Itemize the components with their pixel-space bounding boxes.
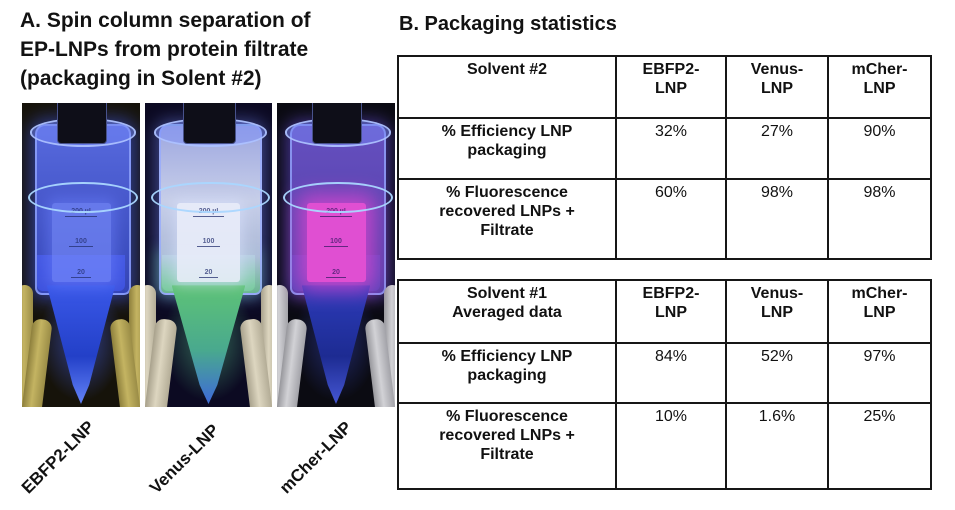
graduation-label: 20 xyxy=(71,269,91,278)
graduation-label: 20 xyxy=(198,269,219,278)
column-header-ebfp2: EBFP2- LNP xyxy=(615,55,727,119)
rack-peg xyxy=(260,285,272,407)
value-cell: 90% xyxy=(827,117,932,180)
value-cell: 84% xyxy=(615,342,727,404)
tube-label-venus: Venus-LNP xyxy=(145,420,223,498)
tube-photo-mcher: 200 µl 100 20 xyxy=(277,103,395,407)
value-cell: 1.6% xyxy=(725,402,829,490)
column-insert xyxy=(312,103,362,144)
row-label: % Efficiency LNP packaging xyxy=(397,342,617,404)
rack-peg xyxy=(277,285,288,407)
tube-photo-venus: 200 µl 100 20 xyxy=(145,103,272,407)
graduation-label: 100 xyxy=(196,238,221,248)
column-ring xyxy=(151,182,270,214)
filter-band: 200 µl 100 20 xyxy=(176,203,241,283)
table-row: % Efficiency LNP packaging 84% 52% 97% xyxy=(397,342,932,404)
value-cell: 25% xyxy=(827,402,932,490)
value-cell: 98% xyxy=(827,178,932,260)
value-cell: 32% xyxy=(615,117,727,180)
column-ring xyxy=(282,182,394,214)
column-header-mcher: mCher- LNP xyxy=(827,279,932,344)
solvent2-table: Solvent #2 EBFP2- LNP Venus- LNP mCher- … xyxy=(397,55,932,260)
spin-column-photo: 200 µl 100 20 200 µl 100 20 xyxy=(22,103,395,407)
column-insert xyxy=(183,103,236,144)
graduation-label: 100 xyxy=(324,238,348,248)
graduation-marks: 200 µl 100 20 xyxy=(309,208,363,278)
panel-b-title: B. Packaging statistics xyxy=(399,13,617,35)
tube-label-mcher: mCher-LNP xyxy=(275,417,356,498)
tube-photo-ebfp2: 200 µl 100 20 xyxy=(22,103,140,407)
panel-a-title: A. Spin column separation of EP-LNPs fro… xyxy=(20,9,311,90)
tube-label-ebfp2: EBFP2-LNP xyxy=(17,417,99,498)
column-header-mcher: mCher- LNP xyxy=(827,55,932,119)
column-header-venus: Venus- LNP xyxy=(725,279,829,344)
value-cell: 97% xyxy=(827,342,932,404)
value-cell: 10% xyxy=(615,402,727,490)
column-header-ebfp2: EBFP2- LNP xyxy=(615,279,727,344)
solvent1-table: Solvent #1 Averaged data EBFP2- LNP Venu… xyxy=(397,279,932,490)
row-label: % Fluorescence recovered LNPs + Filtrate xyxy=(397,178,617,260)
table-corner-cell: Solvent #2 xyxy=(397,55,617,119)
column-insert xyxy=(57,103,107,144)
column-header-venus: Venus- LNP xyxy=(725,55,829,119)
filter-band: 200 µl 100 20 xyxy=(51,203,111,283)
filter-band: 200 µl 100 20 xyxy=(306,203,366,283)
table-row: % Fluorescence recovered LNPs + Filtrate… xyxy=(397,178,932,260)
row-label: % Efficiency LNP packaging xyxy=(397,117,617,180)
graduation-label: 20 xyxy=(326,269,346,278)
value-cell: 98% xyxy=(725,178,829,260)
value-cell: 60% xyxy=(615,178,727,260)
rack-peg xyxy=(129,285,140,407)
row-label: % Fluorescence recovered LNPs + Filtrate xyxy=(397,402,617,490)
rack-peg xyxy=(145,285,157,407)
rack-peg xyxy=(384,285,395,407)
table-row: % Fluorescence recovered LNPs + Filtrate… xyxy=(397,402,932,490)
value-cell: 52% xyxy=(725,342,829,404)
rack-peg xyxy=(22,285,33,407)
table-row: % Efficiency LNP packaging 32% 27% 90% xyxy=(397,117,932,180)
graduation-marks: 200 µl 100 20 xyxy=(54,208,108,278)
value-cell: 27% xyxy=(725,117,829,180)
table-corner-cell: Solvent #1 Averaged data xyxy=(397,279,617,344)
graduation-marks: 200 µl 100 20 xyxy=(179,208,237,278)
column-ring xyxy=(27,182,139,214)
graduation-label: 100 xyxy=(69,238,93,248)
